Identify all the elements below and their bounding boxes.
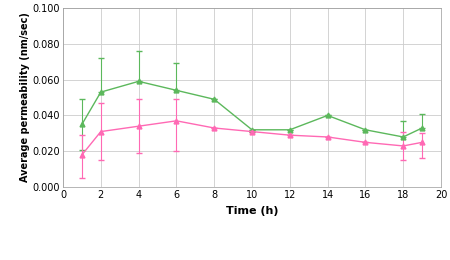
Y-axis label: Average permeability (nm/sec): Average permeability (nm/sec) (20, 12, 30, 183)
X-axis label: Time (h): Time (h) (226, 206, 278, 216)
